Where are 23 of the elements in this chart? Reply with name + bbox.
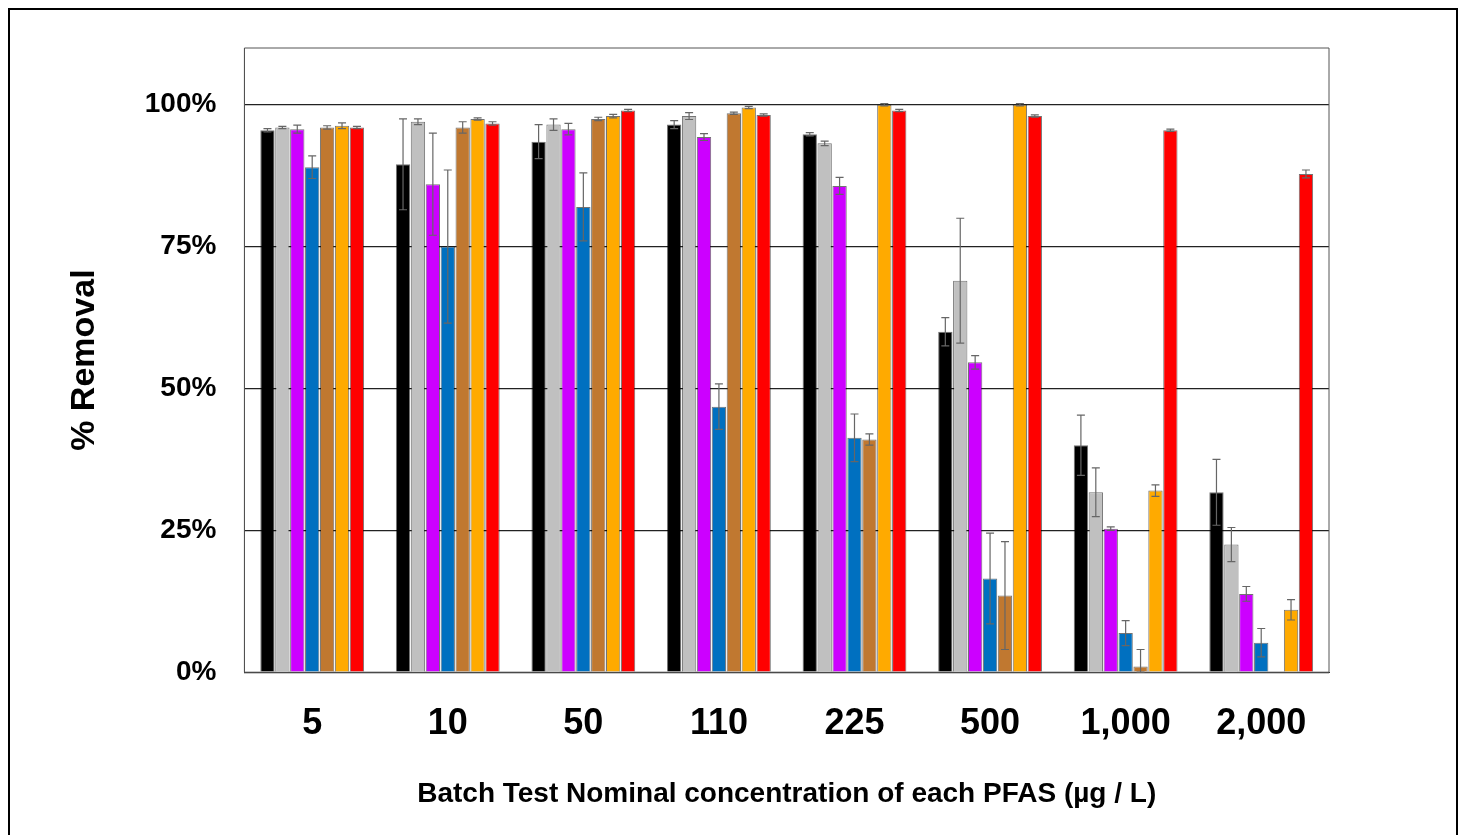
bar [395, 164, 411, 672]
bar [260, 130, 275, 672]
x-tick-label: 10 [427, 700, 468, 742]
y-axis-title: % Removal [62, 269, 101, 451]
y-tick-label: 75% [160, 229, 217, 261]
y-tick-label: 50% [160, 371, 217, 403]
bar [667, 124, 682, 672]
bar [938, 331, 953, 672]
y-tick-label: 25% [160, 513, 217, 545]
x-tick-label: 2,000 [1216, 700, 1307, 742]
x-tick-label: 50 [563, 700, 604, 742]
x-tick-label: 225 [824, 700, 885, 742]
x-tick-label: 5 [302, 700, 323, 742]
bar [802, 134, 817, 672]
x-axis-title: Batch Test Nominal concentration of each PFAS (µg / L) [417, 776, 1157, 808]
x-tick-label: 1,000 [1080, 700, 1171, 742]
x-tick-label: 500 [960, 700, 1021, 742]
bar [1209, 492, 1224, 672]
y-tick-label: 0% [175, 654, 217, 686]
bar [1073, 445, 1089, 672]
x-tick-label: 110 [689, 700, 748, 742]
y-tick-label: 100% [144, 87, 217, 119]
bar [531, 141, 546, 672]
